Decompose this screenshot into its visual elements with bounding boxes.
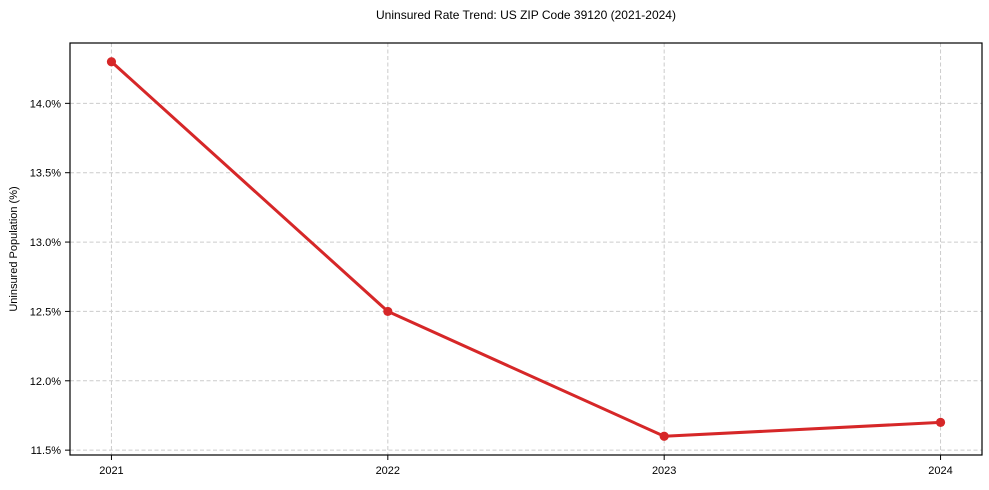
x-tick-label: 2021 [99,465,123,477]
data-point [659,431,669,441]
trend-line [109,60,943,438]
y-tick-label: 13.0% [30,237,61,249]
x-tick-label: 2023 [652,465,676,477]
plot-frame [69,42,983,456]
chart-title: Uninsured Rate Trend: US ZIP Code 39120 … [376,8,676,22]
y-tick-label: 13.5% [30,168,61,180]
y-tick-label: 12.0% [30,376,61,388]
data-point [935,417,946,428]
data-point [106,57,117,67]
data-point [383,306,393,317]
x-tick-label: 2024 [928,465,952,477]
y-tick-label: 11.5% [31,445,62,457]
x-tick-label: 2022 [376,465,400,477]
y-tick-label: 14.0% [30,98,61,110]
y-tick-label: 12.5% [30,306,61,318]
